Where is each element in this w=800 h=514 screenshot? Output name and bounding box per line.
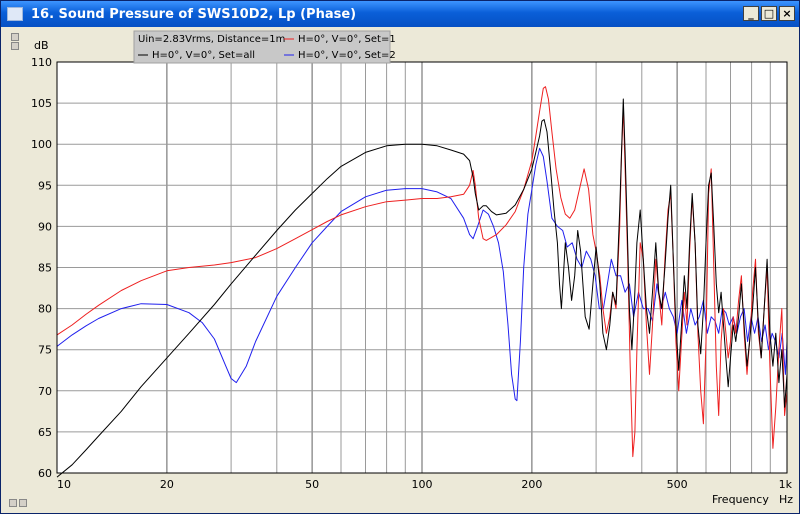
window-controls: _ □ ×	[743, 6, 795, 21]
close-button[interactable]: ×	[779, 6, 795, 21]
legend-header: Uin=2.83Vrms, Distance=1m	[138, 34, 285, 45]
y-tick-labels: 60 65 70 75 80 85 90 95 100 105 110	[31, 56, 52, 480]
legend-label-set2: H=0°, V=0°, Set=2	[298, 50, 396, 61]
x-axis-label: Frequency	[712, 493, 769, 506]
plot-border	[56, 61, 788, 474]
minimize-button[interactable]: _	[743, 6, 759, 21]
x-tick-label: 50	[305, 478, 319, 491]
y-tick-label: 100	[31, 138, 52, 151]
y-tick-label: 95	[38, 179, 52, 192]
title-bar[interactable]: 16. Sound Pressure of SWS10D2, Lp (Phase…	[1, 1, 799, 27]
x-tick-label: 100	[412, 478, 433, 491]
legend: Uin=2.83Vrms, Distance=1m H=0°, V=0°, Se…	[133, 30, 396, 64]
window-title: 16. Sound Pressure of SWS10D2, Lp (Phase…	[31, 6, 357, 22]
x-tick-labels: 10 20 50 100 200 500 1k	[57, 478, 793, 491]
x-tick-label: 200	[521, 478, 542, 491]
series-line-0	[56, 98, 788, 478]
y-tick-label: 85	[38, 262, 52, 275]
chart-scroll-down-icon[interactable]	[11, 42, 19, 50]
series-line-2	[56, 147, 788, 402]
y-tick-label: 80	[38, 303, 52, 316]
chart-app-icon[interactable]	[7, 7, 23, 21]
grid	[57, 62, 787, 473]
x-tick-label: 500	[667, 478, 688, 491]
x-tick-label: 20	[160, 478, 174, 491]
legend-label-set1: H=0°, V=0°, Set=1	[298, 34, 396, 45]
y-tick-label: 75	[38, 344, 52, 357]
y-tick-label: 90	[38, 220, 52, 233]
x-tick-label: 10	[57, 478, 71, 491]
y-tick-label: 60	[38, 467, 52, 480]
chart-scroll-right-icon[interactable]	[19, 499, 27, 507]
legend-label-setall: H=0°, V=0°, Set=all	[152, 50, 255, 61]
y-tick-label: 70	[38, 385, 52, 398]
chart-client-area: 60 65 70 75 80 85 90 95 100 105 110 10 20 50 100 200 50…	[4, 29, 797, 511]
chart-scroll-left-icon[interactable]	[9, 499, 17, 507]
legend-box	[133, 30, 391, 64]
y-tick-label: 65	[38, 426, 52, 439]
frequency-response-chart: 60 65 70 75 80 85 90 95 100 105 110 10 20 50 100 200 50…	[31, 30, 793, 506]
y-tick-label: 105	[31, 97, 52, 110]
series-group	[56, 86, 788, 478]
y-axis-unit: dB	[34, 39, 49, 52]
x-tick-label: 1k	[779, 478, 793, 491]
y-tick-label: 110	[31, 56, 52, 69]
chart-scroll-up-icon[interactable]	[11, 33, 19, 41]
maximize-button[interactable]: □	[761, 6, 777, 21]
x-axis-unit: Hz	[779, 493, 793, 506]
